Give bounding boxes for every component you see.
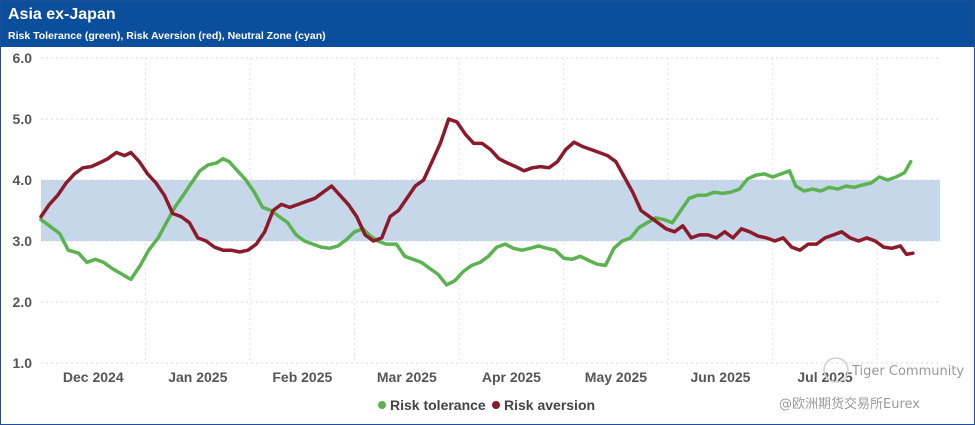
y-axis-ticks: 1.0 2.0 3.0 4.0 5.0 6.0 [13, 50, 33, 371]
legend-label-risk-tolerance: Risk tolerance [390, 397, 486, 413]
y-tick-label: 1.0 [13, 355, 33, 371]
x-tick-label: Jul 2025 [797, 369, 852, 385]
series-line-risk-tolerance [39, 156, 913, 287]
legend-marker-risk-aversion [492, 401, 500, 409]
chart-header: Asia ex-Japan Risk Tolerance (green), Ri… [1, 1, 974, 47]
x-axis-ticks: Dec 2024 Jan 2025 Feb 2025 Mar 2025 Apr 2025… [63, 369, 853, 385]
watermark: Tiger Community @欧洲期货交易所Eurex [779, 357, 964, 412]
legend-label-risk-aversion: Risk aversion [504, 397, 595, 413]
y-tick-label: 5.0 [13, 111, 33, 127]
y-tick-label: 4.0 [13, 172, 33, 188]
legend-marker-risk-tolerance [378, 401, 386, 409]
tiger-logo-icon [823, 357, 849, 383]
x-tick-label: Jan 2025 [168, 369, 227, 385]
x-tick-label: Apr 2025 [482, 369, 541, 385]
x-tick-label: Jun 2025 [691, 369, 751, 385]
y-tick-label: 3.0 [13, 233, 33, 249]
neutral-zone-band [41, 180, 940, 241]
watermark-line-1: Tiger Community [851, 364, 964, 379]
x-tick-label: May 2025 [585, 369, 647, 385]
x-tick-label: Mar 2025 [377, 369, 437, 385]
chart-subtitle: Risk Tolerance (green), Risk Aversion (r… [8, 30, 326, 42]
chart-title: Asia ex-Japan [8, 6, 116, 23]
y-tick-label: 2.0 [13, 294, 33, 310]
y-tick-label: 6.0 [13, 50, 33, 66]
x-tick-label: Dec 2024 [63, 369, 124, 385]
series-layer [39, 117, 915, 287]
legend: Risk tolerance Risk aversion [378, 397, 595, 413]
watermark-line-2: @欧洲期货交易所Eurex [779, 396, 920, 412]
series-line-risk-aversion [39, 117, 915, 257]
grid-layer [41, 57, 940, 364]
x-tick-label: Feb 2025 [272, 369, 332, 385]
